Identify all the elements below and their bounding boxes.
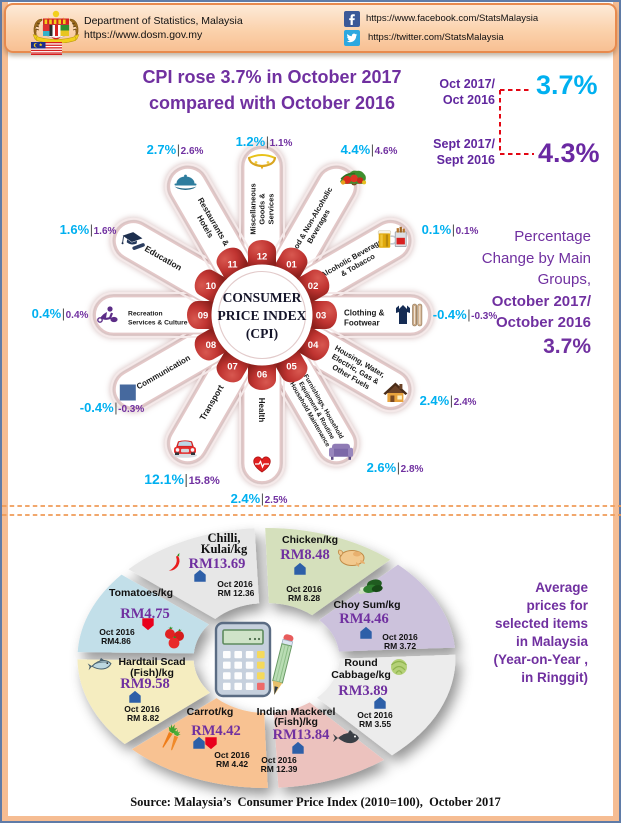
svg-text:RM4.86: RM4.86 bbox=[101, 636, 131, 646]
svg-text:-0.4%|-0.3%: -0.4%|-0.3% bbox=[433, 307, 498, 322]
svg-text:12.1%|15.8%: 12.1%|15.8% bbox=[144, 471, 220, 487]
svg-text:RM 8.28: RM 8.28 bbox=[288, 593, 320, 603]
svg-text:Round: Round bbox=[344, 657, 377, 669]
svg-text:Carrot/kg: Carrot/kg bbox=[187, 706, 234, 718]
svg-text:Cabbage/kg: Cabbage/kg bbox=[331, 669, 391, 681]
svg-text:(Fish)/kg: (Fish)/kg bbox=[130, 667, 174, 679]
svg-text:1.2%|1.1%: 1.2%|1.1% bbox=[236, 134, 293, 149]
svg-text:Hardtail Scad: Hardtail Scad bbox=[118, 656, 185, 668]
svg-text:04: 04 bbox=[308, 340, 319, 351]
svg-text:0.4%|0.4%: 0.4%|0.4% bbox=[32, 306, 89, 321]
svg-text:-0.4%|-0.3%: -0.4%|-0.3% bbox=[80, 400, 145, 415]
svg-text:RM 12.39: RM 12.39 bbox=[261, 764, 298, 774]
svg-text:RM3.89: RM3.89 bbox=[338, 683, 388, 699]
svg-text:10: 10 bbox=[206, 281, 217, 292]
svg-text:CONSUMER: CONSUMER bbox=[223, 290, 302, 305]
svg-text:Services & Culture: Services & Culture bbox=[128, 320, 188, 327]
svg-text:(CPI): (CPI) bbox=[246, 326, 278, 341]
svg-text:06: 06 bbox=[257, 369, 268, 380]
svg-text:01: 01 bbox=[286, 259, 297, 270]
svg-text:RM 12.36: RM 12.36 bbox=[218, 588, 255, 598]
svg-text:RM4.75: RM4.75 bbox=[120, 606, 170, 622]
svg-text:11: 11 bbox=[227, 259, 238, 270]
svg-text:RM 8.82: RM 8.82 bbox=[127, 713, 159, 723]
svg-text:RM 3.55: RM 3.55 bbox=[359, 719, 391, 729]
svg-text:PRICE INDEX: PRICE INDEX bbox=[218, 308, 307, 323]
svg-text:Oct 2016: Oct 2016 bbox=[217, 579, 253, 589]
svg-text:Tomatoes/kg: Tomatoes/kg bbox=[109, 587, 173, 599]
svg-text:1.6%|1.6%: 1.6%|1.6% bbox=[60, 222, 117, 237]
svg-text:Kulai/kg: Kulai/kg bbox=[201, 542, 248, 556]
svg-text:09: 09 bbox=[198, 310, 209, 321]
svg-text:12: 12 bbox=[257, 251, 268, 262]
svg-text:2.7%|2.6%: 2.7%|2.6% bbox=[147, 142, 204, 157]
svg-text:08: 08 bbox=[206, 340, 217, 351]
svg-text:2.6%|2.8%: 2.6%|2.8% bbox=[367, 460, 424, 475]
svg-text:07: 07 bbox=[227, 362, 238, 373]
svg-text:Choy Sum/kg: Choy Sum/kg bbox=[333, 599, 400, 611]
svg-text:RM 3.72: RM 3.72 bbox=[384, 641, 416, 651]
svg-text:Oct 2016: Oct 2016 bbox=[99, 627, 135, 637]
svg-text:RM13.84: RM13.84 bbox=[273, 727, 330, 743]
svg-text:RM4.46: RM4.46 bbox=[339, 611, 389, 627]
svg-text:Oct 2016: Oct 2016 bbox=[261, 755, 297, 765]
svg-text:Clothing &: Clothing & bbox=[344, 309, 385, 318]
svg-text:Oct 2016: Oct 2016 bbox=[286, 584, 322, 594]
svg-text:Oct 2016: Oct 2016 bbox=[382, 632, 418, 642]
svg-text:0.1%|0.1%: 0.1%|0.1% bbox=[422, 222, 479, 237]
svg-text:Chilli,: Chilli, bbox=[208, 531, 241, 545]
svg-text:Indian Mackerel: Indian Mackerel bbox=[257, 706, 336, 718]
svg-text:RM13.69: RM13.69 bbox=[189, 556, 246, 572]
svg-text:(Fish)/kg: (Fish)/kg bbox=[274, 716, 318, 728]
svg-text:RM9.58: RM9.58 bbox=[120, 676, 170, 692]
svg-text:2.4%|2.4%: 2.4%|2.4% bbox=[420, 393, 477, 408]
svg-text:Chicken/kg: Chicken/kg bbox=[282, 534, 338, 546]
svg-text:RM 4.42: RM 4.42 bbox=[216, 759, 248, 769]
svg-text:03: 03 bbox=[316, 310, 327, 321]
svg-text:05: 05 bbox=[286, 362, 297, 373]
svg-text:Oct 2016: Oct 2016 bbox=[214, 750, 250, 760]
svg-text:Recreation: Recreation bbox=[128, 311, 163, 318]
svg-text:2.4%|2.5%: 2.4%|2.5% bbox=[231, 491, 288, 506]
svg-text:4.4%|4.6%: 4.4%|4.6% bbox=[341, 142, 398, 157]
svg-text:MiscellaneousGoods &Services: MiscellaneousGoods &Services bbox=[249, 183, 276, 234]
svg-text:Oct 2016: Oct 2016 bbox=[124, 704, 160, 714]
svg-text:Footwear: Footwear bbox=[344, 319, 380, 328]
svg-text:02: 02 bbox=[308, 281, 319, 292]
svg-text:RM4.42: RM4.42 bbox=[191, 723, 241, 739]
svg-text:Health: Health bbox=[257, 398, 266, 423]
svg-text:RM8.48: RM8.48 bbox=[280, 547, 330, 563]
svg-text:Oct 2016: Oct 2016 bbox=[357, 710, 393, 720]
